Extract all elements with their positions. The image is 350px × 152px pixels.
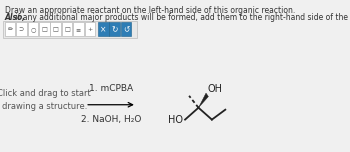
Text: Also,: Also, <box>5 13 26 22</box>
Bar <box>84 22 95 36</box>
Text: □: □ <box>53 27 58 32</box>
Bar <box>5 22 15 36</box>
Polygon shape <box>198 93 208 108</box>
Text: 2. NaOH, H₂O: 2. NaOH, H₂O <box>81 115 141 124</box>
Text: Draw an appropriate reactant on the left-hand side of this organic reaction.: Draw an appropriate reactant on the left… <box>5 6 295 15</box>
Text: +: + <box>87 27 92 32</box>
Text: HO: HO <box>168 115 183 125</box>
Text: ×: × <box>100 25 106 34</box>
Text: □: □ <box>41 27 47 32</box>
Text: 1. mCPBA: 1. mCPBA <box>89 84 133 93</box>
Bar <box>4 21 138 38</box>
Bar <box>109 22 120 36</box>
Bar <box>98 22 108 36</box>
Text: if any additional major products will be formed, add them to the right-hand side: if any additional major products will be… <box>13 13 350 22</box>
Text: ≡: ≡ <box>76 27 81 32</box>
Text: Click and drag to start
drawing a structure.: Click and drag to start drawing a struct… <box>0 89 91 111</box>
Text: OH: OH <box>208 84 223 94</box>
Text: ↻: ↻ <box>112 25 118 34</box>
Bar <box>16 22 27 36</box>
Bar <box>62 22 72 36</box>
Bar <box>28 22 38 36</box>
Bar <box>73 22 84 36</box>
Text: ⊃: ⊃ <box>19 27 24 32</box>
Text: ✏: ✏ <box>7 27 13 32</box>
Bar <box>39 22 50 36</box>
Text: ↺: ↺ <box>123 25 129 34</box>
Text: ○: ○ <box>30 27 36 32</box>
Bar <box>121 22 132 36</box>
Text: □: □ <box>64 27 70 32</box>
Bar <box>50 22 61 36</box>
